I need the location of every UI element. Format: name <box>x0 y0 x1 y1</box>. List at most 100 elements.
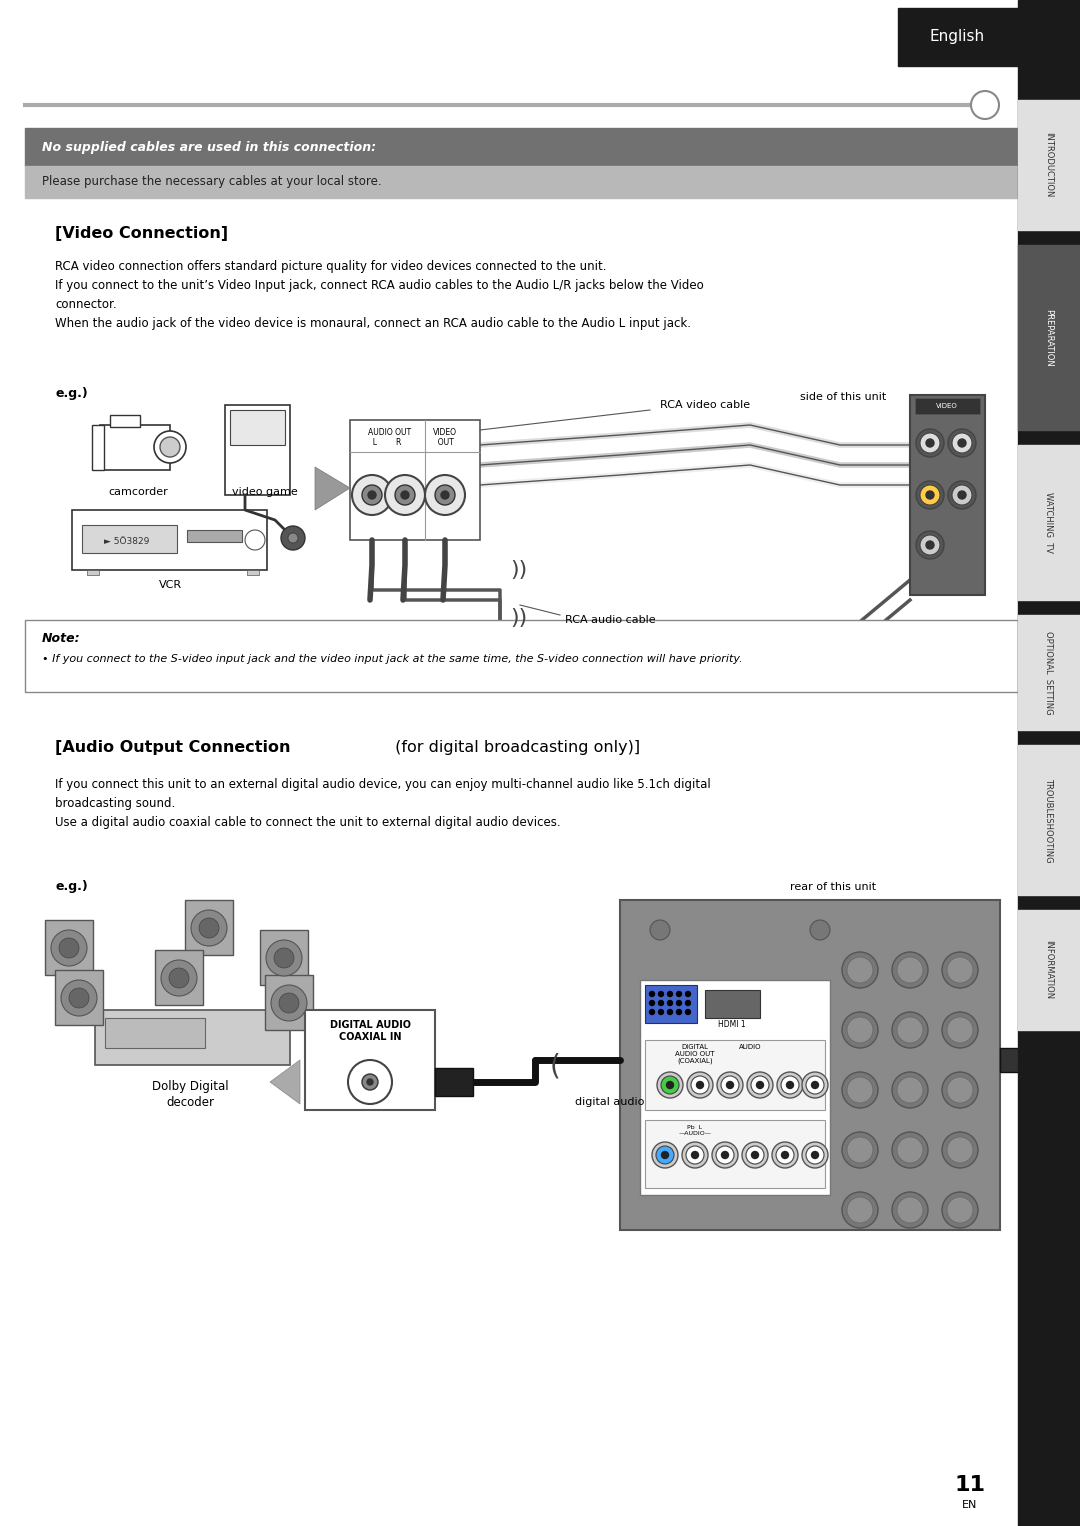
Circle shape <box>676 992 681 996</box>
Circle shape <box>716 1146 734 1164</box>
Bar <box>915 398 980 414</box>
Circle shape <box>947 1137 973 1163</box>
Text: OPTIONAL  SETTING: OPTIONAL SETTING <box>1044 630 1053 714</box>
Circle shape <box>712 1141 738 1167</box>
Text: side of this unit: side of this unit <box>800 392 887 401</box>
Circle shape <box>191 909 227 946</box>
Circle shape <box>926 542 934 549</box>
Bar <box>1018 101 1080 230</box>
Circle shape <box>942 1071 978 1108</box>
Circle shape <box>667 1010 673 1015</box>
Circle shape <box>842 1071 878 1108</box>
Circle shape <box>782 1152 788 1158</box>
Bar <box>95 1010 291 1065</box>
Text: DIGITAL AUDIO
COAXIAL IN: DIGITAL AUDIO COAXIAL IN <box>329 1019 410 1042</box>
Circle shape <box>958 439 966 447</box>
Bar <box>156 951 203 1006</box>
Circle shape <box>51 929 87 966</box>
Circle shape <box>650 920 670 940</box>
Circle shape <box>802 1071 828 1099</box>
Bar <box>260 929 308 984</box>
Polygon shape <box>270 1061 300 1103</box>
Circle shape <box>916 481 944 510</box>
Text: e.g.): e.g.) <box>55 881 87 893</box>
Circle shape <box>806 1146 824 1164</box>
Circle shape <box>892 1012 928 1048</box>
Text: No supplied cables are used in this connection:: No supplied cables are used in this conn… <box>42 140 376 154</box>
Text: ► 5Ö3829: ► 5Ö3829 <box>105 537 150 546</box>
Circle shape <box>942 952 978 987</box>
Circle shape <box>892 1132 928 1167</box>
Circle shape <box>691 1152 699 1158</box>
Circle shape <box>661 1152 669 1158</box>
Bar <box>620 900 1000 1230</box>
Circle shape <box>897 1077 923 1103</box>
Circle shape <box>368 491 376 499</box>
Circle shape <box>435 485 455 505</box>
Circle shape <box>656 1146 674 1164</box>
Circle shape <box>661 1076 679 1094</box>
Circle shape <box>916 429 944 456</box>
Circle shape <box>746 1146 764 1164</box>
Bar <box>645 1120 825 1189</box>
Text: [Video Connection]: [Video Connection] <box>55 226 228 241</box>
Text: Note:: Note: <box>42 632 81 645</box>
Circle shape <box>426 475 465 514</box>
Bar <box>1018 246 1080 430</box>
Bar <box>265 975 313 1030</box>
Bar <box>1018 909 1080 1030</box>
Circle shape <box>916 531 944 559</box>
Text: e.g.): e.g.) <box>55 388 87 400</box>
Bar <box>1000 1048 1035 1071</box>
Circle shape <box>362 485 382 505</box>
Text: (: ( <box>550 1053 561 1080</box>
Text: AUDIO OUT
  L        R: AUDIO OUT L R <box>368 427 411 447</box>
Circle shape <box>948 429 976 456</box>
Circle shape <box>947 1196 973 1222</box>
Text: video game: video game <box>232 487 298 497</box>
Circle shape <box>401 491 409 499</box>
Text: EN: EN <box>962 1500 977 1511</box>
Bar <box>87 571 99 575</box>
Text: digital audio coaxial cable: digital audio coaxial cable <box>575 1097 720 1106</box>
Bar <box>25 166 1018 198</box>
Bar <box>645 1041 825 1109</box>
Circle shape <box>367 1079 373 1085</box>
Text: PREPARATION: PREPARATION <box>1044 308 1053 366</box>
Text: decoder: decoder <box>166 1096 214 1109</box>
Circle shape <box>892 1071 928 1108</box>
Bar <box>187 530 242 542</box>
Circle shape <box>926 491 934 499</box>
Bar <box>185 900 233 955</box>
Circle shape <box>892 952 928 987</box>
Circle shape <box>686 1146 704 1164</box>
Circle shape <box>69 987 89 1009</box>
Circle shape <box>60 980 97 1016</box>
Circle shape <box>842 952 878 987</box>
Circle shape <box>772 1141 798 1167</box>
Circle shape <box>806 1076 824 1094</box>
Circle shape <box>847 1196 873 1222</box>
Bar <box>645 984 697 1022</box>
Circle shape <box>160 436 180 456</box>
Text: • If you connect to the S-video input jack and the video input jack at the same : • If you connect to the S-video input ja… <box>42 655 743 664</box>
Bar <box>105 1018 205 1048</box>
Text: )): )) <box>510 560 527 580</box>
Text: RCA video cable: RCA video cable <box>660 400 751 410</box>
Circle shape <box>802 1141 828 1167</box>
Bar <box>1018 446 1080 600</box>
Bar <box>25 620 1018 691</box>
Circle shape <box>920 485 940 505</box>
Circle shape <box>676 1001 681 1006</box>
Bar <box>230 410 285 446</box>
Circle shape <box>441 491 449 499</box>
Circle shape <box>951 485 972 505</box>
Bar <box>45 920 93 975</box>
Text: Please purchase the necessary cables at your local store.: Please purchase the necessary cables at … <box>42 175 381 189</box>
Circle shape <box>168 967 189 987</box>
Circle shape <box>971 92 999 119</box>
Circle shape <box>897 1016 923 1042</box>
Circle shape <box>686 992 690 996</box>
Circle shape <box>245 530 265 549</box>
Circle shape <box>686 1010 690 1015</box>
